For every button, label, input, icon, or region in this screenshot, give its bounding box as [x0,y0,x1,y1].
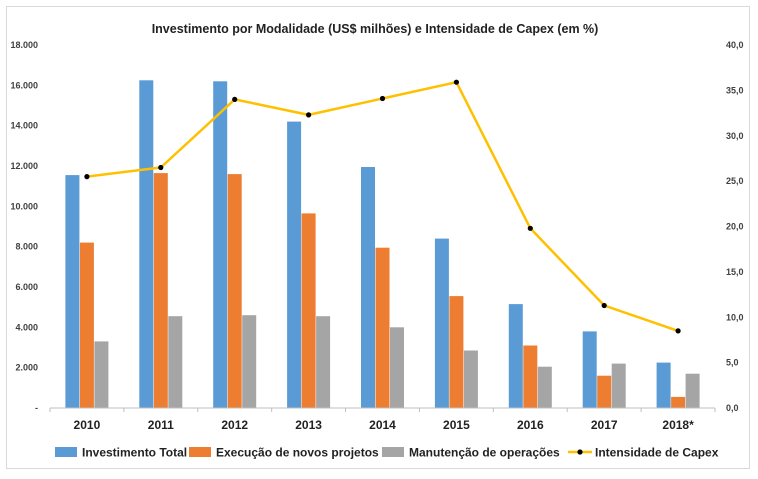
bar-investimento-total-2012 [213,81,228,409]
legend-label: Investimento Total [82,446,187,460]
bar-execu-o-de-novos-projetos-2016 [523,345,538,408]
bar-manuten-o-de-opera-es-2012 [242,315,257,408]
legend-label: Manutenção de operações [409,446,560,460]
left-axis-tick-label: 2.000 [15,363,38,373]
right-axis-tick-label: 35,0 [726,85,744,95]
bar-execu-o-de-novos-projetos-2011 [153,173,168,408]
capex-point-2016 [527,225,533,231]
legend-label: Execução de novos projetos [216,446,379,460]
x-axis-category-label: 2015 [443,418,470,432]
axis-layer: - 2.000 4.000 6.000 8.000 10.000 12.000 14.000 1… [10,40,743,432]
bar-manuten-o-de-opera-es-2014 [390,327,404,408]
legend: Investimento Total Execução de novos proj… [55,446,719,460]
bar-manuten-o-de-opera-es-2017 [611,363,626,408]
right-axis-tick-label: 20,0 [726,222,744,232]
capex-point-2017 [601,302,607,309]
bar-investimento-total-2016 [508,304,523,408]
bar-execu-o-de-novos-projetos-2017 [597,375,612,408]
bar-manuten-o-de-opera-es-2015 [463,350,478,408]
bar-manuten-o-de-opera-es-2016 [537,366,552,408]
left-axis-tick-label: 12.000 [10,161,38,171]
capex-point-2010 [84,174,90,180]
right-axis-tick-label: 5,0 [726,358,739,368]
bar-manuten-o-de-opera-es-2013 [316,316,331,408]
left-axis-tick-label: 6.000 [15,282,38,292]
bar-execu-o-de-novos-projetos-2014 [375,247,390,408]
capex-point-2015 [453,79,459,85]
right-axis-tick-label: 10,0 [726,312,744,322]
bar-manuten-o-de-opera-es-2011 [168,316,183,408]
bar-execu-o-de-novos-projetos-2015 [449,296,464,408]
bar-investimento-total-2017 [582,331,597,408]
right-axis-tick-label: 15,0 [726,267,744,277]
right-axis-tick-label: 40,0 [726,40,744,50]
capex-point-2013 [306,112,312,118]
bar-investimento-total-2013 [287,121,302,408]
left-axis-tick-label: 14.000 [10,121,38,131]
bar-investimento-total-2018 [656,362,671,408]
x-axis-category-label: 2013 [295,418,322,432]
left-axis-tick-label: 10.000 [10,201,38,211]
capex-point-2012 [232,96,238,102]
left-axis-tick-label: 16.000 [10,80,38,90]
legend-swatch-marker [577,449,583,455]
bar-manuten-o-de-opera-es-2010 [94,341,109,408]
bar-execu-o-de-novos-projetos-2018 [671,396,686,408]
chart-title: Investimento por Modalidade (US$ milhões… [152,22,599,36]
bar-investimento-total-2014 [361,167,375,408]
bar-execu-o-de-novos-projetos-2010 [79,242,94,408]
x-axis-category-label: 2011 [148,418,174,432]
capex-point-2014 [379,95,386,102]
bars-layer [65,80,700,409]
x-axis-category-label: 2017 [591,418,618,432]
left-axis-tick-label: - [35,403,38,413]
x-axis-category-label: 2016 [517,418,544,432]
x-axis-category-label: 2018* [662,418,694,432]
left-axis-tick-label: 4.000 [15,322,38,332]
legend-swatch [382,447,404,457]
capex-point-2018 [675,328,681,334]
legend-swatch [189,447,211,457]
bar-investimento-total-2015 [434,238,449,408]
legend-swatch [55,447,77,457]
x-axis-category-label: 2014 [369,418,396,432]
bar-investimento-total-2010 [65,175,80,408]
bar-execu-o-de-novos-projetos-2013 [301,213,316,408]
bar-manuten-o-de-opera-es-2018 [685,373,700,408]
x-axis-category-label: 2012 [221,418,248,432]
legend-label: Intensidade de Capex [595,446,719,460]
capex-line-layer [84,79,681,334]
bar-execu-o-de-novos-projetos-2012 [227,174,242,408]
bar-investimento-total-2011 [139,80,154,409]
capex-point-2011 [158,164,164,171]
x-axis-category-label: 2010 [74,418,101,432]
left-axis-tick-label: 18.000 [10,40,38,50]
right-axis-tick-label: 0,0 [726,403,739,413]
left-axis-tick-label: 8.000 [15,242,38,252]
right-axis-tick-label: 25,0 [726,176,744,186]
right-axis-tick-label: 30,0 [726,131,744,141]
